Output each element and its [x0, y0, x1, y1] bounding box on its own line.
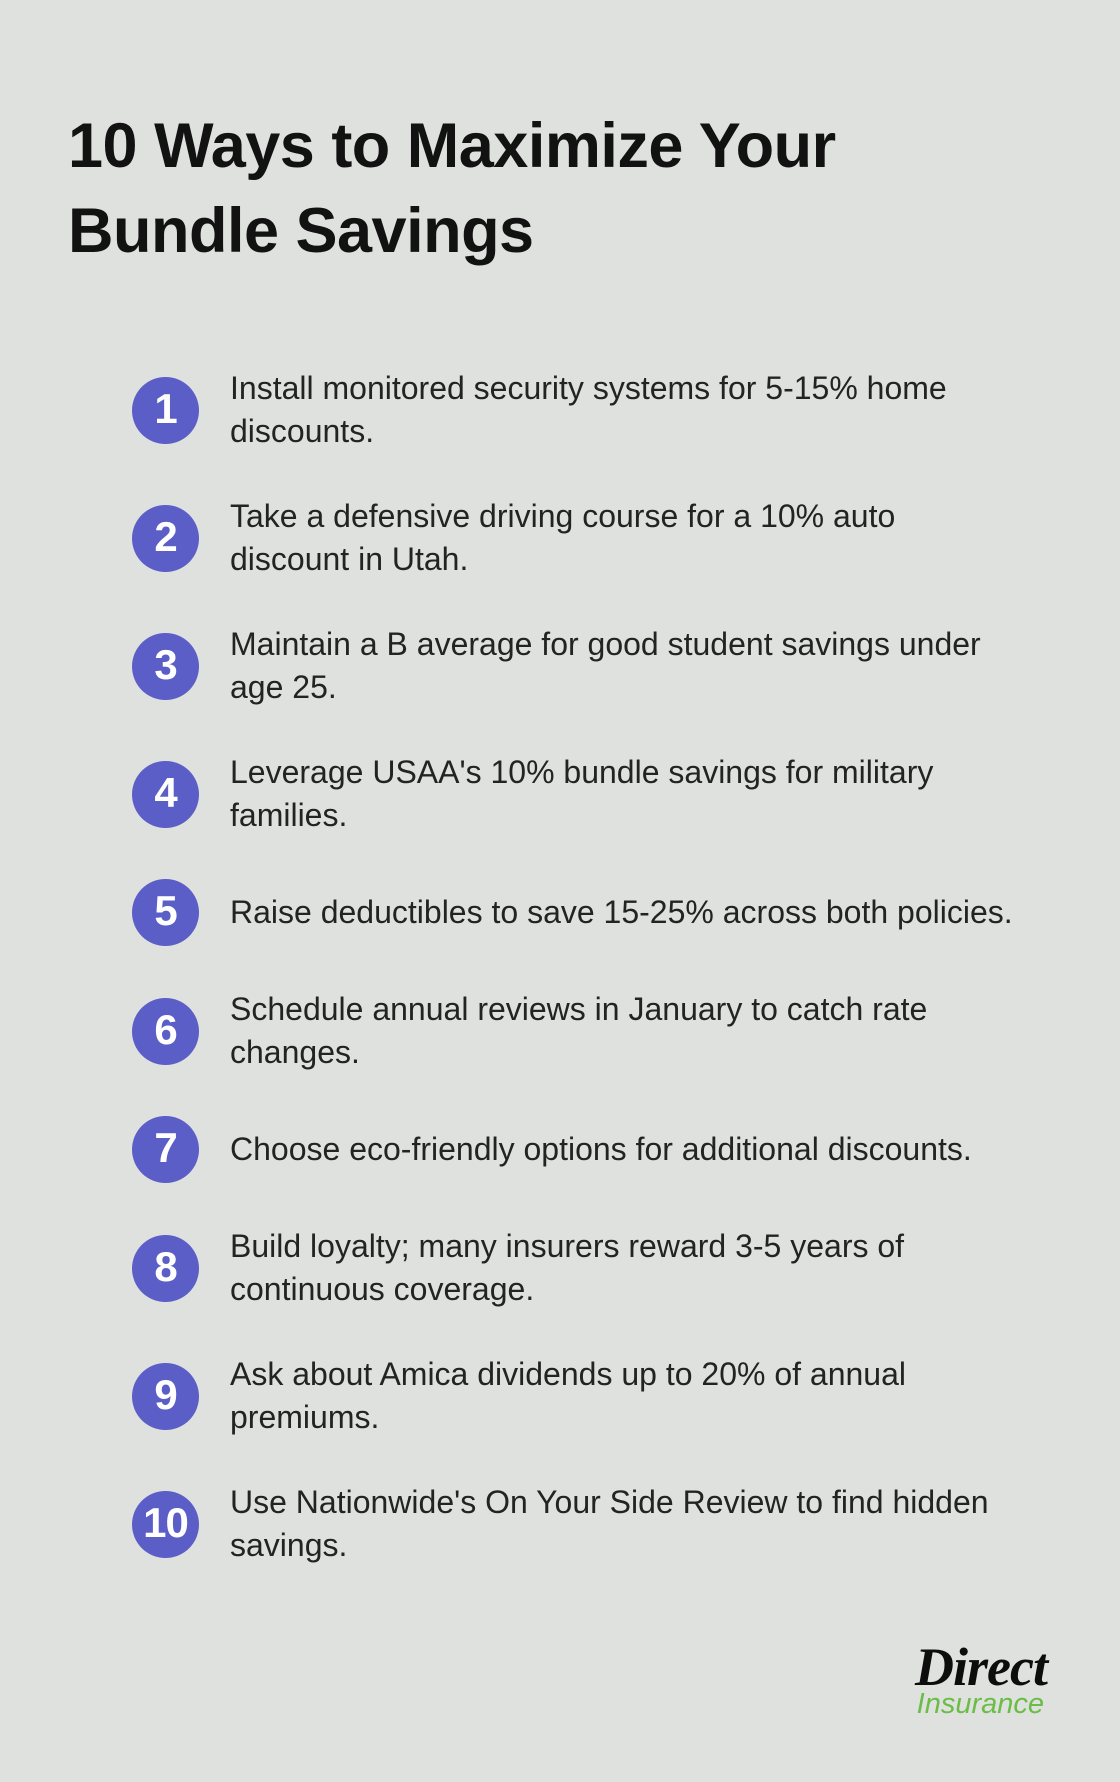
bullet-number: 4 [154, 768, 177, 816]
item-number-badge: 1 [132, 376, 199, 444]
item-number-badge: 8 [132, 1234, 199, 1302]
bullet-number: 8 [154, 1242, 177, 1290]
list-item: 6 Schedule annual reviews in January to … [132, 988, 1060, 1074]
list-item: 2 Take a defensive driving course for a … [132, 495, 1060, 581]
logo-brand-text: Direct [915, 1637, 1048, 1697]
tips-list: 1 Install monitored security systems for… [132, 367, 1060, 1567]
list-item: 1 Install monitored security systems for… [132, 367, 1060, 453]
item-number-badge: 3 [132, 632, 199, 700]
item-text: Choose eco-friendly options for addition… [230, 1131, 972, 1167]
item-number-badge: 2 [132, 504, 199, 572]
item-number-badge: 7 [132, 1116, 199, 1183]
item-text: Raise deductibles to save 15-25% across … [230, 894, 1013, 930]
item-text: Maintain a B average for good student sa… [230, 626, 981, 705]
bullet-number: 6 [154, 1005, 177, 1053]
list-item: 3 Maintain a B average for good student … [132, 623, 1060, 709]
item-number-badge: 5 [132, 879, 199, 946]
bullet-number: 1 [154, 384, 177, 432]
list-item: 7 Choose eco-friendly options for additi… [132, 1116, 1060, 1183]
logo-tagline-text: Insurance [916, 1688, 1044, 1720]
item-text: Build loyalty; many insurers reward 3-5 … [230, 1228, 905, 1307]
item-number-badge: 9 [132, 1362, 199, 1430]
bullet-number: 5 [154, 887, 177, 934]
list-item: 5 Raise deductibles to save 15-25% acros… [132, 879, 1060, 946]
bullet-number: 2 [154, 512, 177, 560]
item-text: Ask about Amica dividends up to 20% of a… [230, 1356, 906, 1435]
item-text: Use Nationwide's On Your Side Review to … [230, 1484, 989, 1563]
item-number-badge: 10 [132, 1490, 199, 1558]
list-item: 4 Leverage USAA's 10% bundle savings for… [132, 751, 1060, 837]
list-item: 9 Ask about Amica dividends up to 20% of… [132, 1353, 1060, 1439]
item-text: Schedule annual reviews in January to ca… [230, 991, 928, 1070]
page-title: 10 Ways to Maximize Your Bundle Savings [68, 111, 836, 266]
item-text: Install monitored security systems for 5… [230, 370, 947, 449]
bullet-number: 7 [154, 1124, 177, 1171]
bullet-number: 10 [143, 1498, 189, 1546]
bullet-number: 9 [154, 1370, 177, 1418]
item-text: Leverage USAA's 10% bundle savings for m… [230, 754, 934, 833]
direct-insurance-logo: Direct Insurance [915, 1637, 1048, 1720]
item-text: Take a defensive driving course for a 10… [230, 498, 896, 577]
item-number-badge: 6 [132, 997, 199, 1065]
list-item: 10 Use Nationwide's On Your Side Review … [132, 1481, 1060, 1567]
item-number-badge: 4 [132, 760, 199, 828]
bullet-number: 3 [154, 640, 177, 688]
list-item: 8 Build loyalty; many insurers reward 3-… [132, 1225, 1060, 1311]
